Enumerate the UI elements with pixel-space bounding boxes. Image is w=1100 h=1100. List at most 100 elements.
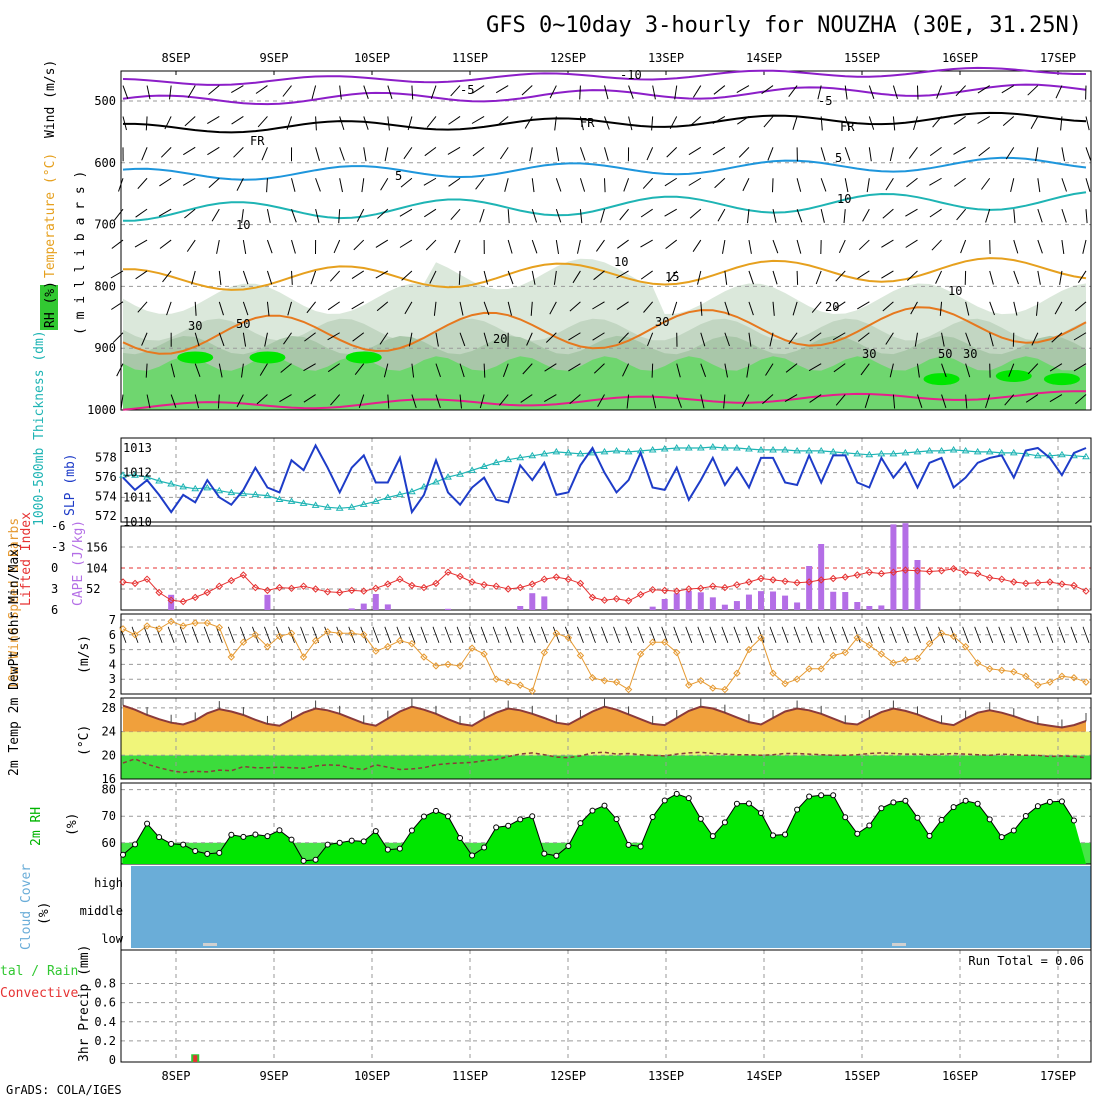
wind10-barb-27 bbox=[444, 626, 452, 643]
lifted-index-point-36 bbox=[552, 573, 561, 581]
wind10-barb-54 bbox=[769, 626, 777, 643]
lifted-index-point-35 bbox=[540, 575, 549, 583]
rh2m-point-30 bbox=[481, 844, 488, 851]
wind-barb-301 bbox=[772, 209, 777, 223]
thickness-point-46 bbox=[672, 444, 681, 451]
wind-barb-430 bbox=[1060, 116, 1063, 131]
wind-barb-17 bbox=[135, 270, 148, 280]
wind-barb-383 bbox=[941, 363, 947, 378]
wind-barb-121 bbox=[387, 85, 393, 100]
wind-barb-266 bbox=[688, 146, 702, 156]
thickness-point-65 bbox=[901, 448, 910, 456]
cape-bar-59 bbox=[830, 591, 837, 610]
wind10-speed-point-38 bbox=[576, 651, 585, 660]
wind-barb-442 bbox=[1085, 147, 1092, 161]
wind-barb-47 bbox=[208, 177, 220, 188]
wind-barb-222 bbox=[604, 147, 609, 161]
wind-barb-449 bbox=[1073, 363, 1087, 372]
wind-barb-105 bbox=[329, 270, 341, 282]
wind10-speed-point-59 bbox=[829, 651, 837, 660]
precip-run-total: Run Total = 0.06 bbox=[968, 954, 1084, 968]
wind-barb-190 bbox=[531, 178, 535, 193]
rh2m-point-65 bbox=[902, 797, 909, 804]
wind-barb-235 bbox=[619, 208, 629, 221]
wind-barb-219 bbox=[569, 394, 581, 404]
wind-barb-173 bbox=[483, 332, 489, 347]
rh2m-ytick-2: 60 bbox=[102, 836, 116, 850]
lifted-index-point-28 bbox=[456, 572, 464, 581]
wind-barb-362 bbox=[892, 394, 896, 409]
wind-barb-371 bbox=[914, 332, 918, 347]
wind-barb-320 bbox=[820, 116, 823, 131]
rh2m-point-23 bbox=[396, 845, 403, 852]
wind-barb-269 bbox=[692, 239, 702, 252]
lifted-index-point-80 bbox=[1082, 587, 1090, 595]
wind-barb-293 bbox=[748, 301, 754, 316]
wind-barb-140 bbox=[408, 332, 413, 347]
lifted-index-point-11 bbox=[251, 583, 260, 592]
wind-barb-446 bbox=[1077, 270, 1087, 283]
cape-ytick-2: 52 bbox=[86, 582, 100, 596]
wind-barb-257 bbox=[664, 208, 677, 217]
ylabel-thickness: 1000-500mb Thickness (dm) bbox=[32, 330, 47, 526]
wind-barb-245 bbox=[642, 177, 654, 189]
wind10-barb-40 bbox=[601, 626, 608, 643]
cape-bar-4 bbox=[168, 594, 175, 610]
lifted-index-point-66 bbox=[913, 567, 922, 575]
wind-barb-392 bbox=[965, 301, 970, 316]
contour-label-0: -10 bbox=[620, 68, 642, 82]
wind10-barb-57 bbox=[805, 626, 813, 643]
wind-barb-360 bbox=[885, 332, 894, 345]
wind-barb-53 bbox=[218, 363, 223, 378]
thickness-point-34 bbox=[528, 451, 537, 459]
wind-barb-325 bbox=[815, 270, 822, 285]
wind10-barb-47 bbox=[685, 626, 693, 643]
wind-barb-272 bbox=[700, 332, 706, 347]
contour-label-13: 20 bbox=[493, 332, 507, 346]
wind-barb-95 bbox=[306, 301, 316, 314]
wind10-barb-56 bbox=[793, 626, 801, 643]
wind10-speed-point-36 bbox=[552, 629, 561, 638]
wind-barb-379 bbox=[931, 239, 942, 251]
date-bottom-1: 9SEP bbox=[260, 1069, 289, 1083]
thickness-point-4 bbox=[167, 479, 176, 487]
temp2m-ytick-2: 20 bbox=[102, 748, 116, 762]
lifted-index-point-69 bbox=[949, 564, 958, 573]
wind-barb-92 bbox=[315, 209, 320, 223]
thickness-point-72 bbox=[985, 447, 994, 455]
wind-barb-172 bbox=[483, 301, 490, 316]
wind10-barb-41 bbox=[613, 626, 620, 643]
wind10-barb-74 bbox=[1010, 626, 1018, 643]
wind-barb-82 bbox=[291, 239, 296, 254]
lifted-index-point-34 bbox=[528, 580, 536, 588]
thickness-point-42 bbox=[624, 447, 633, 455]
wind10-speed-point-9 bbox=[227, 653, 236, 661]
wind-barb-182 bbox=[507, 270, 514, 285]
wind-barb-416 bbox=[1008, 363, 1015, 377]
wind-barb-7 bbox=[111, 301, 124, 310]
wind-barb-289 bbox=[742, 178, 750, 192]
lifted-index-point-15 bbox=[299, 582, 308, 590]
ylabel-temperature: Temperature (°C) bbox=[43, 153, 58, 278]
wind-barb-450 bbox=[1075, 394, 1087, 405]
date-top-0: 8SEP bbox=[162, 51, 191, 65]
wind-barb-297 bbox=[761, 85, 774, 95]
wind-barb-292 bbox=[748, 270, 754, 285]
wind-barb-388 bbox=[954, 177, 966, 187]
date-top-8: 16SEP bbox=[942, 51, 978, 65]
wind10-barb-48 bbox=[697, 626, 705, 643]
wind-barb-340 bbox=[835, 394, 846, 406]
wind-barb-271 bbox=[700, 301, 703, 316]
thickness-point-76 bbox=[1033, 451, 1042, 459]
wind10-speed-point-62 bbox=[865, 641, 874, 649]
wind-barb-288 bbox=[738, 147, 750, 158]
date-top-9: 17SEP bbox=[1040, 51, 1076, 65]
wind-barb-332 bbox=[844, 147, 851, 161]
wind-barb-110 bbox=[363, 85, 369, 99]
wind-barb-420 bbox=[1035, 147, 1039, 162]
thickness-point-30 bbox=[480, 462, 489, 469]
wind-barb-15 bbox=[135, 208, 148, 218]
upper-ytick-2: 700 bbox=[94, 218, 116, 232]
wind-barb-67 bbox=[257, 116, 268, 128]
wind-barb-167 bbox=[472, 146, 485, 157]
